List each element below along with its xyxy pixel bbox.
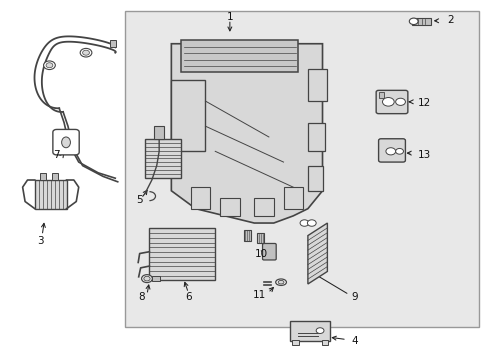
Ellipse shape xyxy=(143,276,150,281)
Text: 1: 1 xyxy=(226,12,233,22)
FancyBboxPatch shape xyxy=(307,69,327,101)
Circle shape xyxy=(382,98,393,106)
Text: 7: 7 xyxy=(53,150,60,160)
Bar xyxy=(378,92,384,98)
Bar xyxy=(283,187,303,209)
FancyBboxPatch shape xyxy=(307,166,322,191)
Text: 8: 8 xyxy=(138,292,144,302)
Bar xyxy=(35,180,66,209)
Circle shape xyxy=(395,148,403,154)
Circle shape xyxy=(408,18,417,24)
Polygon shape xyxy=(307,223,327,284)
Text: 2: 2 xyxy=(446,15,452,26)
Bar xyxy=(154,126,163,139)
Bar xyxy=(321,339,328,345)
FancyBboxPatch shape xyxy=(262,243,276,260)
FancyBboxPatch shape xyxy=(290,320,329,341)
Polygon shape xyxy=(171,44,322,223)
FancyBboxPatch shape xyxy=(307,123,325,151)
FancyBboxPatch shape xyxy=(378,139,405,162)
Bar xyxy=(291,339,298,345)
Text: 13: 13 xyxy=(417,150,430,160)
Circle shape xyxy=(80,48,92,57)
Circle shape xyxy=(307,220,316,226)
Ellipse shape xyxy=(142,275,152,283)
Ellipse shape xyxy=(278,280,284,284)
Bar xyxy=(52,173,58,180)
Ellipse shape xyxy=(275,279,286,285)
Bar xyxy=(190,187,210,209)
FancyBboxPatch shape xyxy=(244,230,250,241)
Circle shape xyxy=(385,148,395,155)
Bar xyxy=(220,198,239,216)
Text: 3: 3 xyxy=(37,236,44,246)
Text: 4: 4 xyxy=(351,336,358,346)
Text: 9: 9 xyxy=(351,292,358,302)
Bar xyxy=(152,276,159,281)
Text: 11: 11 xyxy=(253,290,266,300)
FancyBboxPatch shape xyxy=(375,90,407,114)
Circle shape xyxy=(300,220,308,226)
FancyBboxPatch shape xyxy=(411,18,430,25)
Bar xyxy=(144,139,181,178)
FancyBboxPatch shape xyxy=(53,130,79,155)
Circle shape xyxy=(395,98,405,105)
Text: 6: 6 xyxy=(185,292,191,302)
Bar xyxy=(125,12,478,327)
FancyBboxPatch shape xyxy=(257,233,264,243)
FancyBboxPatch shape xyxy=(181,40,298,72)
Circle shape xyxy=(316,328,324,333)
Ellipse shape xyxy=(61,137,70,148)
Bar xyxy=(110,40,116,47)
Text: 12: 12 xyxy=(417,98,430,108)
Bar xyxy=(254,198,273,216)
Bar xyxy=(149,228,215,280)
Bar xyxy=(40,173,45,180)
Circle shape xyxy=(46,63,53,68)
Circle shape xyxy=(82,50,89,55)
Text: 5: 5 xyxy=(136,195,142,205)
Circle shape xyxy=(43,61,55,69)
Text: 10: 10 xyxy=(254,248,267,258)
FancyBboxPatch shape xyxy=(171,80,205,151)
